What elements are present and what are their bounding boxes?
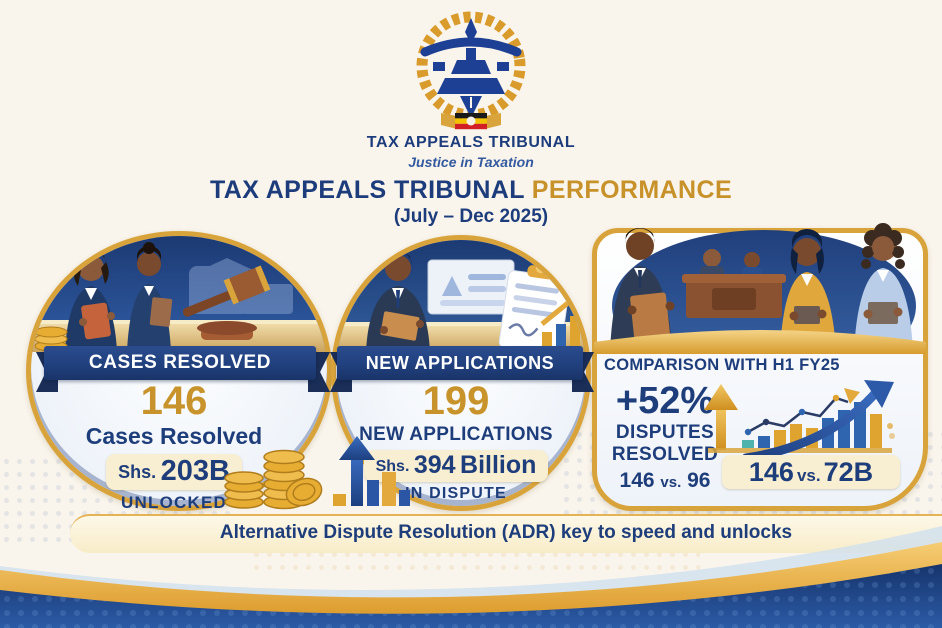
officer-woman-2-icon [127, 242, 173, 352]
coins-small-icon [34, 326, 68, 352]
new-applications-count: 199 [422, 379, 490, 423]
org-tagline: Justice in Taxation [408, 154, 534, 170]
comparison-delta-block: +52% DISPUTES RESOLVED 146 vs. 96 [596, 382, 734, 493]
delta-label-2: RESOLVED [611, 444, 719, 465]
cases-resolved-stats: 146 Cases Resolved Shs. 203B UNLOCKED [36, 381, 312, 513]
amount-in-dispute-value: 394 [413, 450, 456, 479]
comparison-illustration [594, 223, 926, 354]
page-subtitle: (July – Dec 2025) [393, 206, 549, 227]
gavel-icon [182, 265, 271, 340]
page-title-main: TAX APPEALS TRIBUNAL [209, 176, 532, 204]
page-title: TAX APPEALS TRIBUNAL PERFORMANCE [0, 176, 942, 205]
amount-current: 146 [748, 457, 794, 487]
page-title-accent: PERFORMANCE [531, 176, 733, 204]
cases-comparison: 146 vs. 96 [596, 469, 734, 493]
amount-in-dispute-caption: IN DISPUTE [405, 484, 507, 502]
footer-message: Alternative Dispute Resolution (ADR) key… [70, 514, 942, 551]
laurel-wreath-icon [416, 11, 526, 121]
clipboard-icon [498, 263, 571, 352]
banner-new-applications: NEW APPLICATIONS [337, 346, 583, 380]
currency-prefix: Shs. [118, 461, 157, 482]
delta-label-1: DISPUTES [615, 422, 715, 443]
vs-label: vs. [796, 466, 821, 485]
growth-chart-icon [704, 380, 895, 462]
currency-prefix: Shs. [375, 457, 410, 475]
scales-of-justice-icon [420, 18, 522, 118]
footer-band [70, 514, 942, 553]
cases-resolved-label: Cases Resolved [85, 422, 263, 449]
amount-comparison-pill: 146 vs. 72B [722, 455, 900, 489]
uganda-flag-ribbon-icon [441, 113, 501, 130]
footer-message-bold: unlocks [720, 522, 793, 543]
comparison-header: COMPARISON WITH H1 FY25 [604, 356, 840, 374]
cases-resolved-illustration [31, 236, 327, 352]
banner-cases-resolved: CASES RESOLVED [44, 346, 316, 380]
cases-previous: 96 [687, 469, 711, 492]
lawyer-woman-blue-icon [854, 223, 913, 354]
delta-percent: +52% [615, 380, 715, 422]
officer-woman-1-icon [65, 249, 117, 352]
halftone-dots-bottom [250, 548, 700, 578]
org-name: TAX APPEALS TRIBUNAL [366, 134, 576, 151]
gold-desk-swoosh-icon [594, 330, 926, 354]
amount-unlocked-pill: Shs. 203B [106, 453, 242, 490]
up-arrow-bars-icon [333, 436, 410, 506]
footer-message-text: Alternative Dispute Resolution (ADR) key… [219, 522, 721, 543]
bottom-wave-decoration [0, 526, 942, 628]
cases-current: 146 [619, 469, 655, 492]
amount-in-dispute-unit: Billion [460, 450, 537, 479]
gold-coins-icon [224, 449, 323, 510]
new-applications-label: NEW APPLICATIONS [359, 423, 553, 445]
amount-previous: 72B [823, 457, 874, 487]
amount-unlocked-caption: UNLOCKED [121, 492, 227, 512]
judge-bench-icon [682, 249, 786, 318]
officer-man-icon [366, 251, 430, 352]
new-applications-illustration [336, 240, 586, 352]
cases-resolved-count: 146 [140, 379, 208, 423]
vs-label: vs. [660, 474, 682, 491]
lawyer-man-icon [610, 227, 675, 354]
new-applications-stats: 199 NEW APPLICATIONS Shs. 394 Billion IN… [336, 381, 576, 503]
monitor-icon [427, 259, 515, 315]
growth-arrow-mini-icon [540, 292, 584, 350]
amount-unlocked-value: 203B [160, 454, 230, 487]
tribunal-logo-icon [416, 11, 526, 130]
